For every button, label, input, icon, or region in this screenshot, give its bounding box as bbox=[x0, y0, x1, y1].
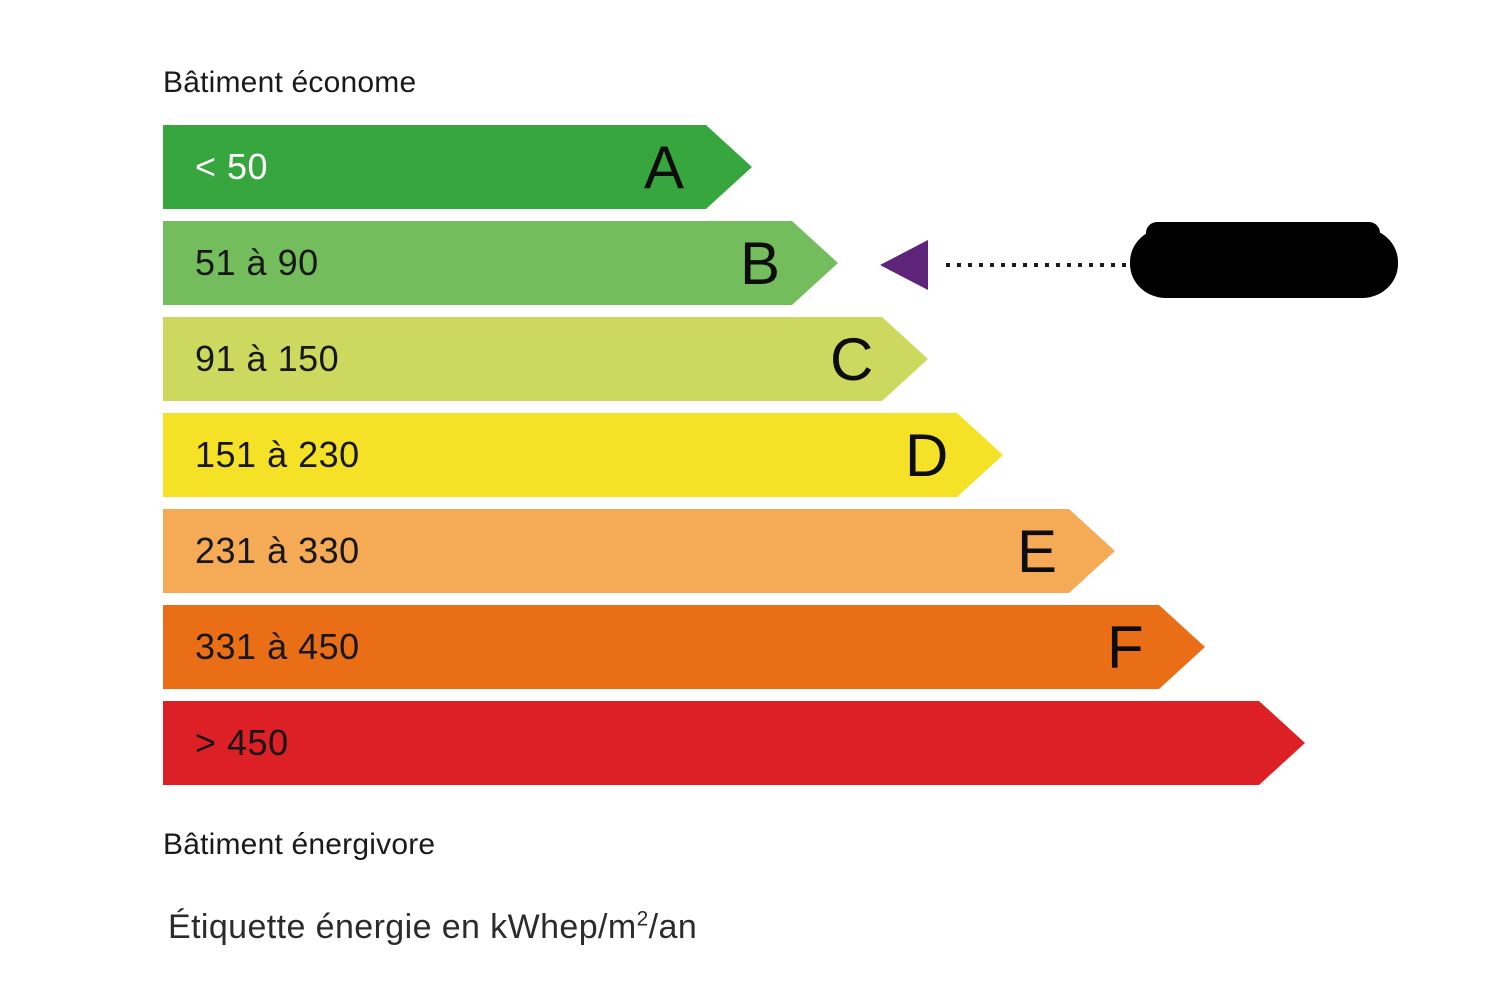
top-caption-economical-building: Bâtiment économe bbox=[163, 66, 417, 99]
unit-caption-suffix: /an bbox=[648, 908, 698, 946]
band-arrow-shape bbox=[163, 317, 928, 401]
energy-class-band-a: < 50 A bbox=[163, 125, 752, 209]
bottom-caption-energy-hungry-building: Bâtiment énergivore bbox=[163, 828, 436, 861]
energy-class-band-f: 331 à 450 F bbox=[163, 605, 1205, 689]
unit-caption-exponent: 2 bbox=[636, 907, 649, 931]
energy-class-band-e: 231 à 330 E bbox=[163, 509, 1115, 593]
band-arrow-shape bbox=[163, 509, 1115, 593]
unit-caption-prefix: Étiquette énergie en kWhep/m bbox=[168, 908, 637, 946]
unit-caption: Étiquette énergie en kWhep/m2/an bbox=[168, 908, 697, 946]
band-arrow-shape bbox=[163, 413, 1003, 497]
band-arrow-shape bbox=[163, 605, 1205, 689]
energy-class-band-b: 51 à 90 B bbox=[163, 221, 838, 305]
energy-class-band-d: 151 à 230 D bbox=[163, 413, 1003, 497]
band-arrow-shape bbox=[163, 701, 1305, 785]
energy-class-band-g: > 450 bbox=[163, 701, 1305, 785]
energy-class-band-c: 91 à 150 C bbox=[163, 317, 928, 401]
band-arrow-shape bbox=[163, 221, 838, 305]
band-arrow-shape bbox=[163, 125, 752, 209]
